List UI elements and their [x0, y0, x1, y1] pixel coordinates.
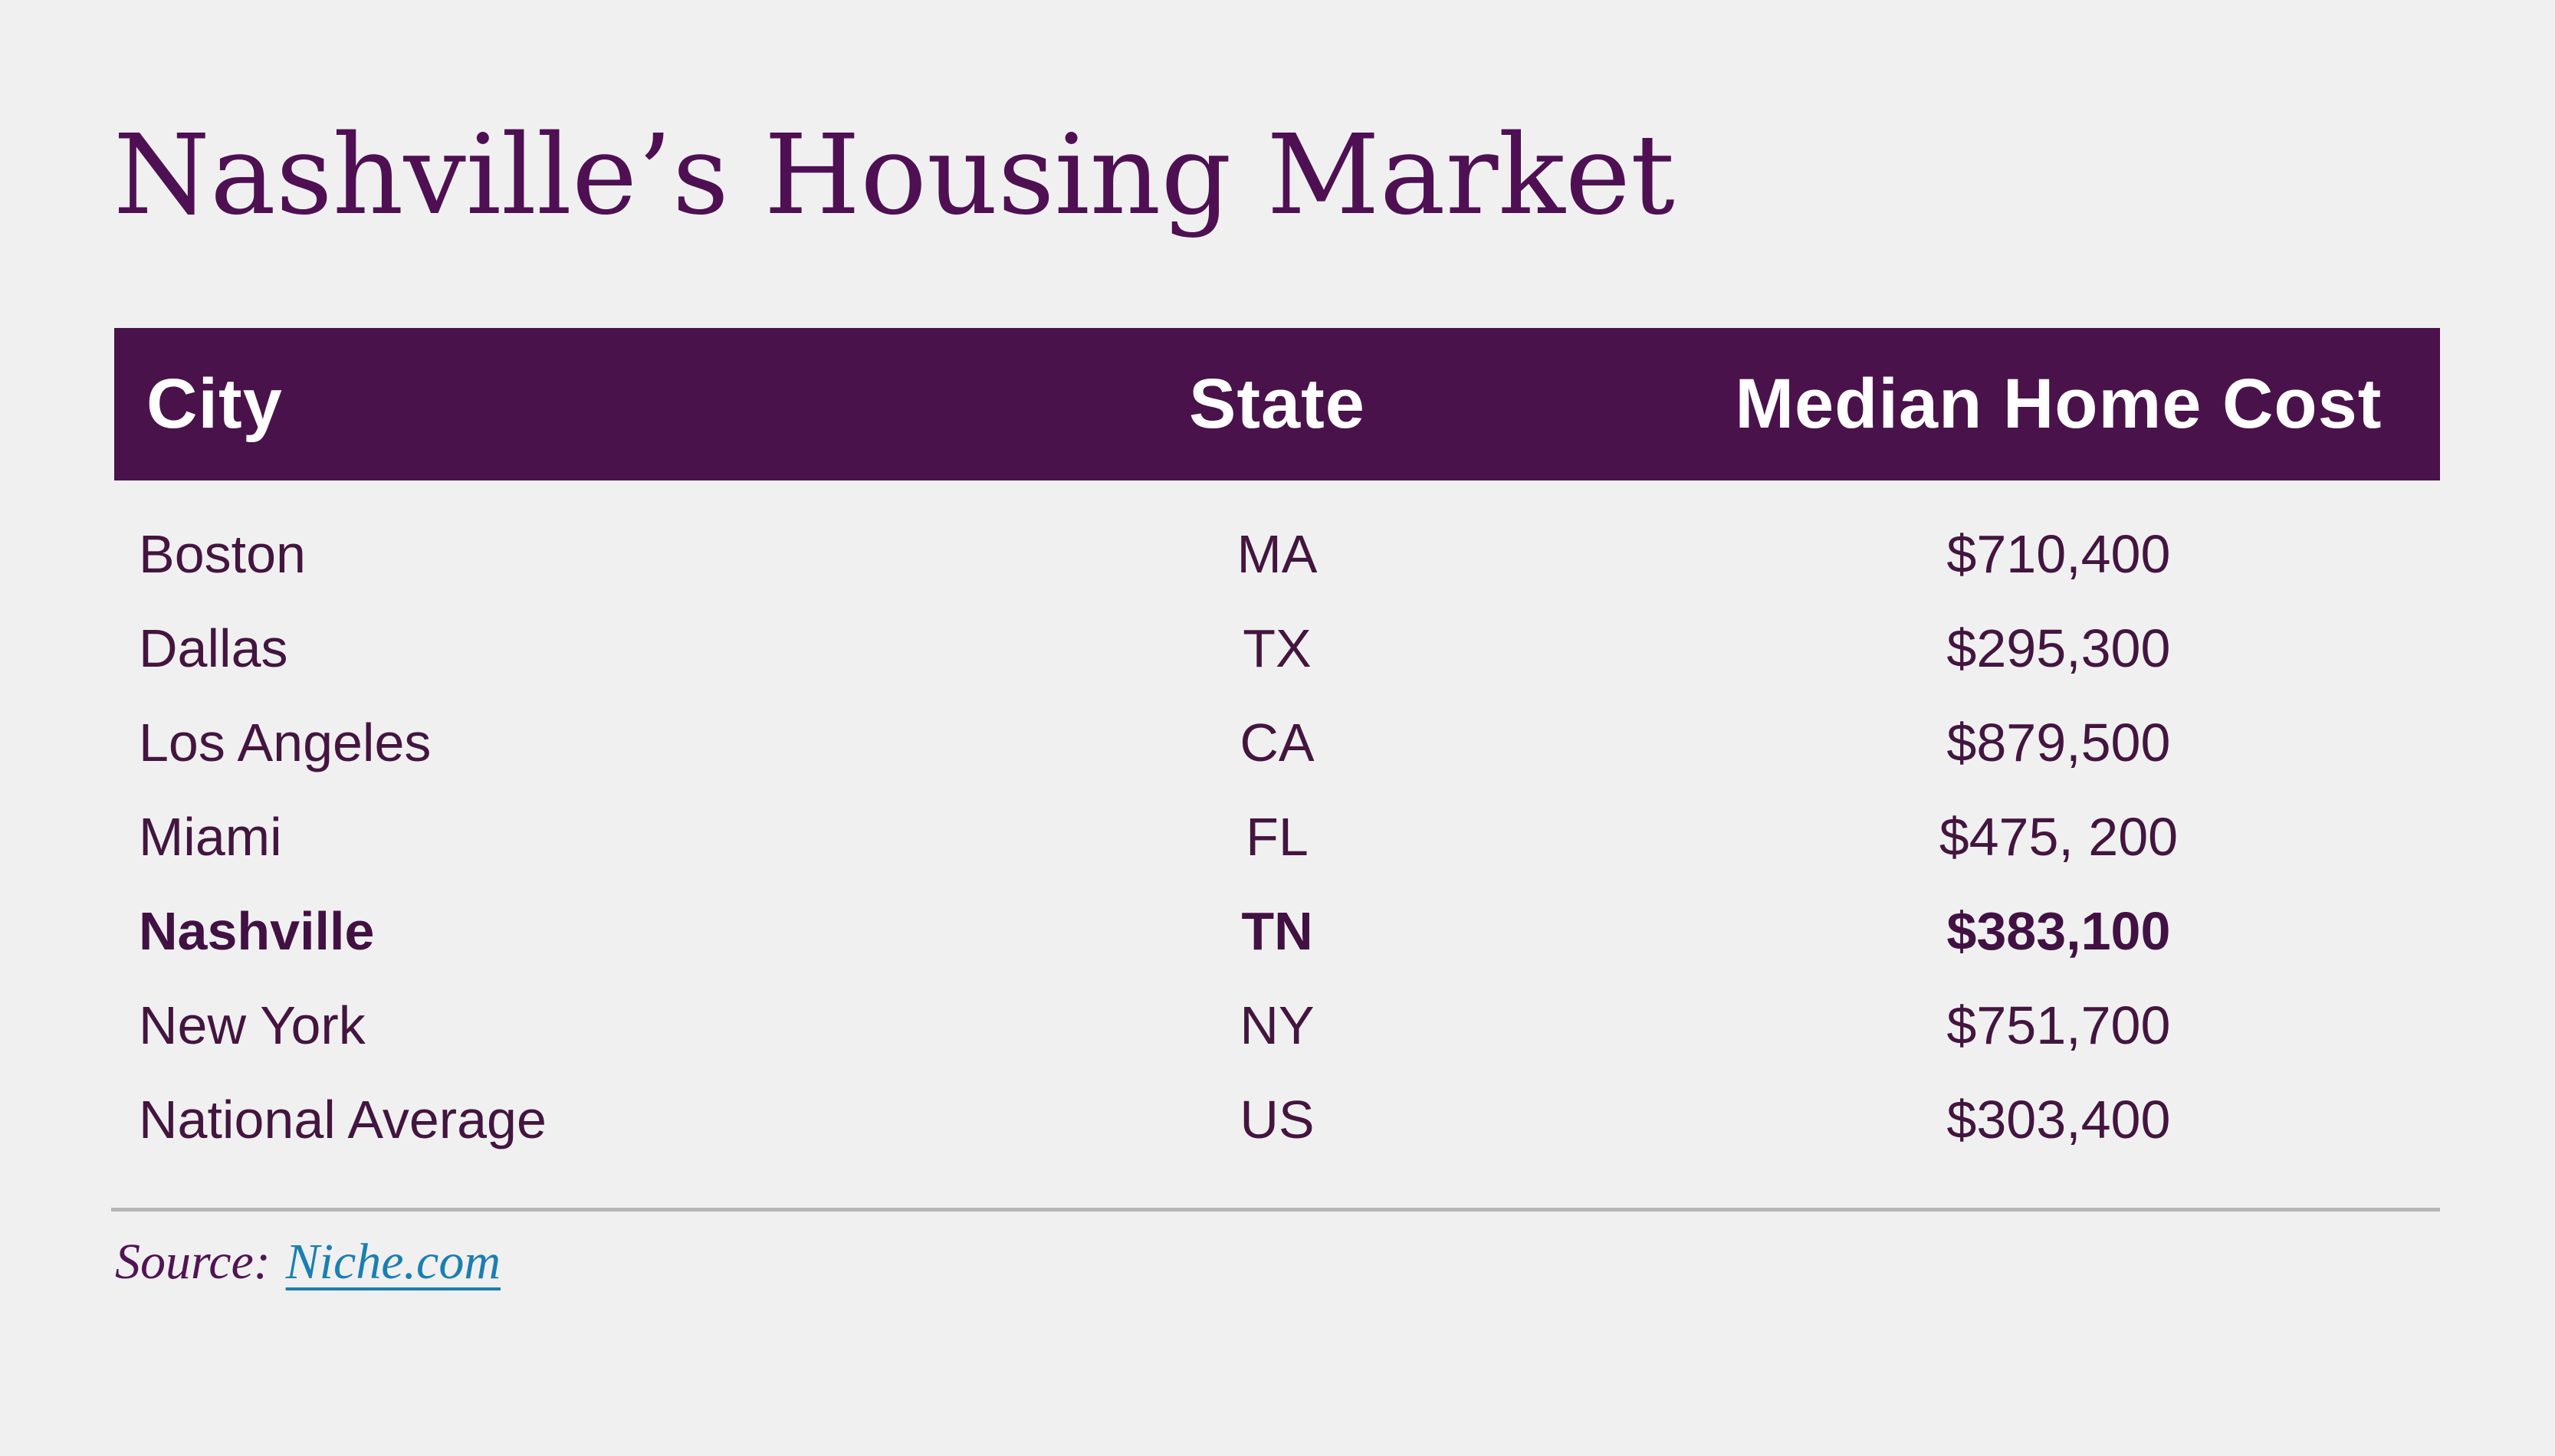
city-cell: Nashville [139, 900, 375, 961]
header-city: City [146, 365, 283, 443]
source-label: Source: [115, 1234, 271, 1290]
cost-cell: $710,400 [1946, 523, 2171, 584]
state-cell: US [1240, 1089, 1315, 1149]
city-cell: National Average [139, 1089, 547, 1149]
table-row: National Average US $303,400 [114, 1072, 2440, 1166]
table-row: New York NY $751,700 [114, 978, 2440, 1072]
city-cell: Los Angeles [139, 712, 432, 772]
cost-cell: $879,500 [1946, 712, 2171, 772]
state-cell: FL [1246, 806, 1309, 867]
table-row: Los Angeles CA $879,500 [114, 695, 2440, 789]
table-header-row: City State Median Home Cost [114, 328, 2440, 480]
state-cell: MA [1236, 523, 1318, 584]
table-row: Dallas TX $295,300 [114, 601, 2440, 695]
city-cell: Dallas [139, 618, 288, 678]
table-row: Boston MA $710,400 [114, 507, 2440, 601]
table-row-nashville-highlight: Nashville TN $383,100 [114, 884, 2440, 978]
city-cell: Boston [139, 523, 306, 584]
cost-cell: $295,300 [1946, 618, 2171, 678]
header-state: State [1189, 365, 1365, 443]
state-cell: TX [1243, 618, 1312, 678]
state-cell: CA [1240, 712, 1315, 772]
state-cell: TN [1241, 900, 1313, 961]
city-cell: Miami [139, 806, 282, 867]
page-title: Nashville’s Housing Market [113, 110, 1675, 239]
divider-line [111, 1208, 2440, 1212]
table-row: Miami FL $475, 200 [114, 789, 2440, 884]
city-cell: New York [139, 995, 366, 1055]
source-link[interactable]: Niche.com [285, 1234, 501, 1290]
source-line: Source: Niche.com [115, 1231, 501, 1292]
cost-cell: $383,100 [1946, 900, 2171, 961]
cost-cell: $475, 200 [1939, 806, 2179, 867]
state-cell: NY [1240, 995, 1315, 1055]
housing-table: City State Median Home Cost Boston MA $7… [114, 328, 2440, 1166]
cost-cell: $751,700 [1946, 995, 2171, 1055]
cost-cell: $303,400 [1946, 1089, 2171, 1149]
header-median-home-cost: Median Home Cost [1735, 365, 2383, 443]
table-body: Boston MA $710,400 Dallas TX $295,300 Lo… [114, 480, 2440, 1166]
